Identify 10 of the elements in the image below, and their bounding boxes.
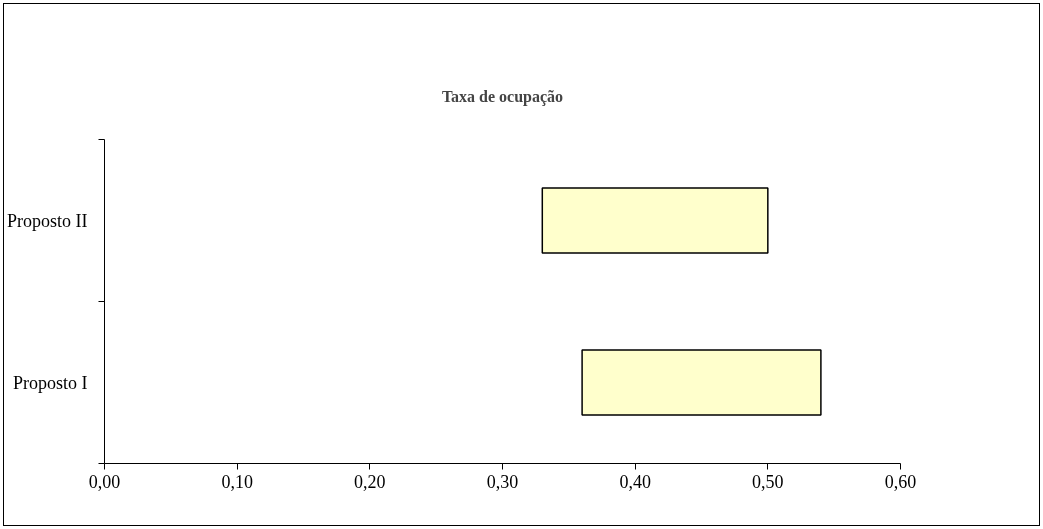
x-tick-label: 0,40	[619, 471, 651, 492]
x-tick-label: 0,50	[752, 471, 784, 492]
x-tick-label: 0,10	[221, 471, 253, 492]
chart-title: Taxa de ocupação	[441, 87, 564, 106]
x-tick-label: 0,60	[884, 471, 917, 492]
y-tick-label: Proposto I	[13, 372, 88, 393]
x-tick-label: 0,20	[354, 471, 386, 492]
x-tick-label: 0,30	[486, 471, 519, 492]
y-tick-label: Proposto II	[7, 210, 88, 231]
x-tick-label: 0,00	[88, 471, 121, 492]
